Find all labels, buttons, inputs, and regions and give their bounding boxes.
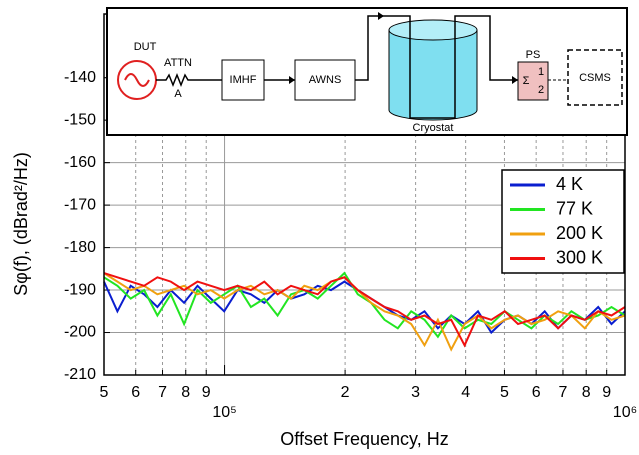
csms-box <box>567 49 623 106</box>
x-tick-label: 7 <box>158 384 167 401</box>
label: 1 <box>538 66 544 78</box>
legend-label: 300 K <box>556 247 603 267</box>
attenuator <box>156 72 222 88</box>
series-line <box>103 271 626 339</box>
y-tick-label: -150 <box>64 111 96 128</box>
label: A <box>174 88 182 100</box>
arrow <box>289 76 295 84</box>
y-tick-label: -200 <box>64 324 96 341</box>
label: 2 <box>538 84 544 96</box>
y-tick-label: -180 <box>64 239 96 256</box>
y-tick-label: -170 <box>64 196 96 213</box>
y-tick-label: -140 <box>64 69 96 86</box>
x-tick-label: 3 <box>411 384 420 401</box>
x-tick-label: 9 <box>202 384 211 401</box>
x-tick-label: 8 <box>181 384 190 401</box>
legend: 4 K 77 K 200 K 300 K <box>501 169 625 274</box>
x-tick-label: 8 <box>582 384 591 401</box>
legend-label: 200 K <box>556 223 603 243</box>
sine-icon <box>124 73 150 87</box>
label: ATTN <box>164 57 192 69</box>
x-tick-label: 10⁵ <box>212 404 236 421</box>
cryostat-top <box>388 19 478 41</box>
wire <box>355 15 518 119</box>
label: PS <box>526 49 541 61</box>
label: CSMS <box>579 72 611 84</box>
x-tick-label: 5 <box>500 384 509 401</box>
box <box>221 59 265 101</box>
y-tick-label: -190 <box>64 281 96 298</box>
x-tick-label: 6 <box>532 384 541 401</box>
x-tick-label: 9 <box>602 384 611 401</box>
x-tick-label: 4 <box>461 384 470 401</box>
ps-box <box>517 61 549 101</box>
y-tick-label: -210 <box>64 366 96 383</box>
x-tick-label: 10⁶ <box>613 404 637 421</box>
legend-label: 4 K <box>556 174 583 194</box>
label: Cryostat <box>413 122 454 134</box>
x-axis-label: Offset Frequency, Hz <box>280 429 448 449</box>
y-axis-label: Sφ(f), (dBrad²/Hz) <box>11 152 31 296</box>
label: AWNS <box>309 74 342 86</box>
x-tick-label: 5 <box>100 384 109 401</box>
label: IMHF <box>230 74 257 86</box>
inset-diagram: DUT ATTN A IMHF AWNS Cryostat PS Σ 1 2 C… <box>106 7 628 136</box>
legend-label: 77 K <box>556 198 593 218</box>
y-tick-label: -160 <box>64 154 96 171</box>
x-tick-label: 7 <box>559 384 568 401</box>
label: Σ <box>523 75 530 87</box>
x-tick-label: 2 <box>341 384 350 401</box>
series-line <box>103 272 626 348</box>
cryostat-body <box>388 30 478 121</box>
legend-box <box>501 169 625 274</box>
inset-frame <box>106 7 628 136</box>
series-line <box>103 272 626 352</box>
x-tick-label: 6 <box>131 384 140 401</box>
label: DUT <box>134 41 157 53</box>
